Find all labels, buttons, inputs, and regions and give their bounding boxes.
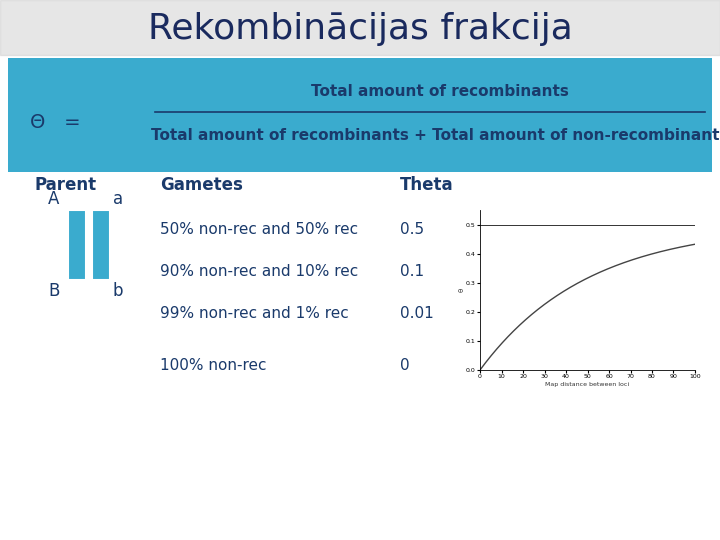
Text: Gametes: Gametes <box>160 176 243 194</box>
Text: Theta: Theta <box>400 176 454 194</box>
Text: 0: 0 <box>400 357 410 373</box>
Text: b: b <box>113 282 123 300</box>
Text: a: a <box>113 190 123 208</box>
Text: B: B <box>48 282 60 300</box>
Text: Θ   =: Θ = <box>30 112 81 132</box>
Text: 0.01: 0.01 <box>400 307 433 321</box>
Y-axis label: θ: θ <box>459 288 464 292</box>
Text: Total amount of recombinants + Total amount of non-recombinants: Total amount of recombinants + Total amo… <box>151 127 720 143</box>
Text: 50% non-rec and 50% rec: 50% non-rec and 50% rec <box>160 222 358 238</box>
Bar <box>68 210 86 280</box>
X-axis label: Map distance between loci: Map distance between loci <box>546 382 629 387</box>
Bar <box>0 0 720 55</box>
Bar <box>92 210 110 280</box>
Text: 90% non-rec and 10% rec: 90% non-rec and 10% rec <box>160 265 359 280</box>
Text: Parent: Parent <box>35 176 97 194</box>
Text: 0.1: 0.1 <box>400 265 424 280</box>
Text: 99% non-rec and 1% rec: 99% non-rec and 1% rec <box>160 307 348 321</box>
Text: Rekombinācijas frakcija: Rekombinācijas frakcija <box>148 12 572 46</box>
Text: Total amount of recombinants: Total amount of recombinants <box>311 84 569 99</box>
Text: A: A <box>48 190 60 208</box>
Text: 0.5: 0.5 <box>400 222 424 238</box>
Bar <box>8 58 712 172</box>
Text: 100% non-rec: 100% non-rec <box>160 357 266 373</box>
